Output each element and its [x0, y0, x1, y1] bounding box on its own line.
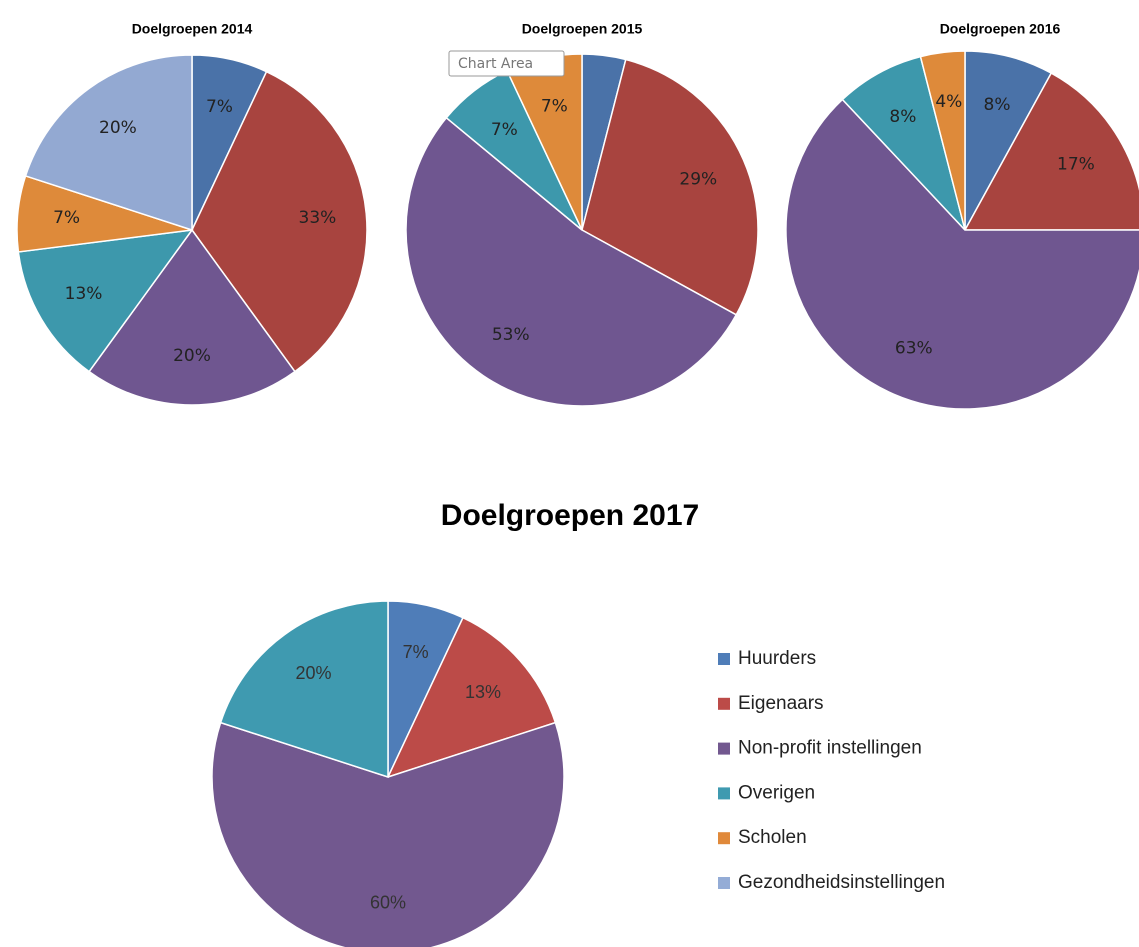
pie-slice: [919, 50, 966, 231]
legend-label: Eigenaars: [738, 693, 824, 714]
data-label: 7%: [53, 208, 80, 228]
data-label: 20%: [99, 118, 137, 138]
data-label: 53%: [492, 325, 530, 345]
data-label: 7%: [403, 642, 429, 662]
pie-slice: [841, 55, 966, 231]
data-label: 29%: [679, 170, 717, 190]
pie-slice: [219, 600, 389, 779]
data-label: 63%: [895, 338, 933, 358]
legend-label: Non-profit instellingen: [738, 738, 922, 759]
pie-slice: [964, 50, 1053, 231]
tooltip-text: Chart Area: [458, 56, 533, 72]
pie-slice: [191, 70, 368, 373]
pie-slice: [24, 54, 193, 232]
data-label: 33%: [299, 208, 337, 228]
data-label: 7%: [491, 120, 518, 140]
chart-title: Doelgroepen 2017: [441, 499, 699, 532]
pie-slice: [386, 616, 557, 779]
pie-slice: [581, 58, 759, 316]
pie-slice: [211, 721, 565, 947]
pie-slice: [405, 116, 738, 407]
legend-swatch: [718, 653, 730, 665]
data-label: 7%: [206, 97, 233, 117]
data-label: 8%: [889, 107, 916, 127]
data-label: 13%: [65, 284, 103, 304]
pie-slice: [17, 229, 194, 373]
data-label: 13%: [465, 682, 501, 702]
legend-swatch: [718, 697, 730, 710]
data-label: 17%: [1057, 154, 1095, 174]
data-label: 4%: [935, 92, 962, 112]
pie-slice: [88, 228, 296, 406]
legend-label: Gezondheidsinstellingen: [738, 872, 945, 893]
data-label: 20%: [173, 346, 211, 366]
data-label: 20%: [296, 663, 332, 683]
chart-title: Doelgroepen 2014: [132, 21, 253, 37]
legend-label: Huurders: [738, 648, 816, 669]
chart-title: Doelgroepen 2016: [940, 21, 1061, 37]
pie-slice: [785, 98, 1139, 410]
pie-slice: [963, 72, 1139, 231]
legend-swatch: [718, 832, 730, 845]
data-label: 60%: [370, 892, 406, 912]
legend-label: Overigen: [738, 782, 815, 803]
legend-label: Scholen: [738, 827, 807, 848]
data-label: 7%: [541, 96, 568, 116]
legend-swatch: [718, 877, 730, 889]
tooltip-box: [448, 50, 565, 77]
legend-swatch: [718, 787, 730, 800]
legend-swatch: [718, 742, 730, 755]
chart-title: Doelgroepen 2015: [522, 21, 643, 37]
data-label: 8%: [984, 95, 1011, 115]
